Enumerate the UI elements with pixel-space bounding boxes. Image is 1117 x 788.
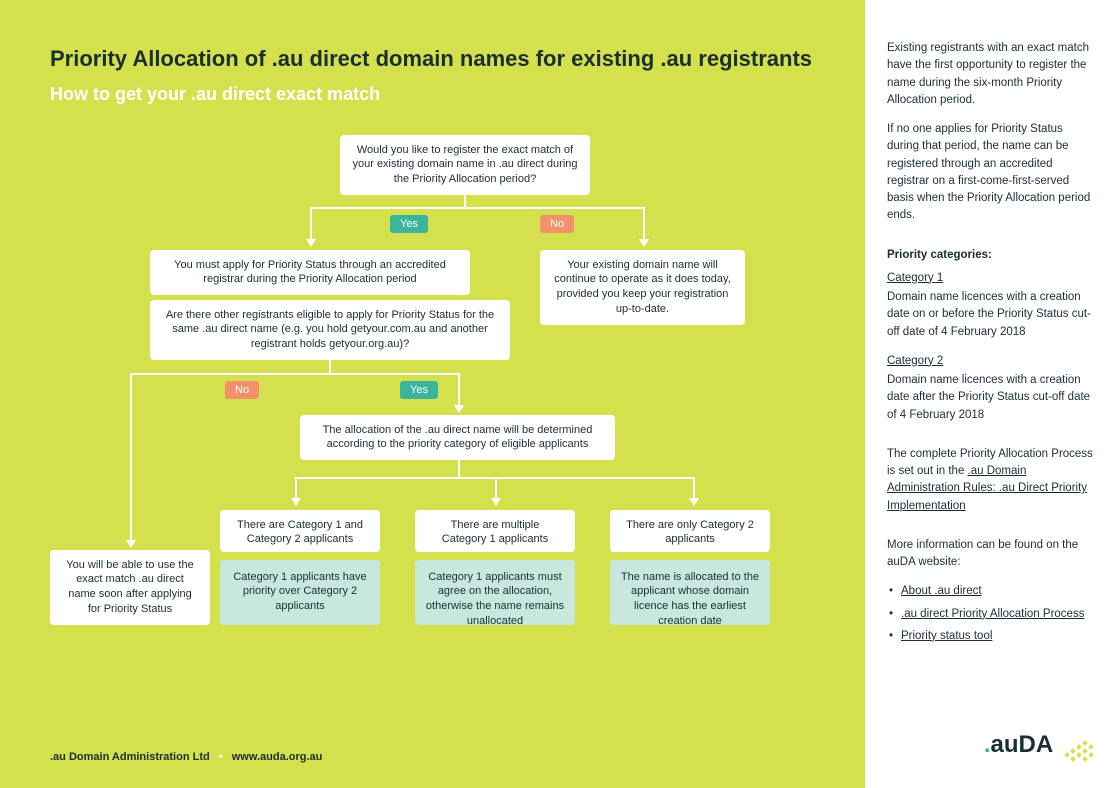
node-col3-head: There are only Category 2 applicants	[610, 510, 770, 552]
connector	[458, 373, 460, 408]
node-q2: Are there other registrants eligible to …	[150, 300, 510, 361]
node-col2-head: There are multiple Category 1 applicants	[415, 510, 575, 552]
arrow-icon	[126, 540, 136, 548]
side-panel: Existing registrants with an exact match…	[865, 0, 1117, 788]
sidebar-rules: The complete Priority Allocation Process…	[887, 446, 1095, 515]
flowchart: Would you like to register the exact mat…	[50, 135, 820, 675]
node-apply: You must apply for Priority Status throu…	[150, 250, 470, 296]
page-subtitle: How to get your .au direct exact match	[50, 84, 815, 105]
arrow-icon	[454, 405, 464, 413]
sidebar-link-1[interactable]: .au direct Priority Allocation Process	[901, 608, 1084, 620]
node-out-no2: You will be able to use the exact match …	[50, 550, 210, 625]
node-col1-head: There are Category 1 and Category 2 appl…	[220, 510, 380, 552]
sidebar-links-list: About .au direct .au direct Priority All…	[887, 583, 1095, 645]
page-title: Priority Allocation of .au direct domain…	[50, 45, 815, 74]
sidebar-link-2[interactable]: Priority status tool	[901, 630, 992, 642]
sidebar-more-info: More information can be found on the auD…	[887, 537, 1095, 572]
node-col2-result: Category 1 applicants must agree on the …	[415, 560, 575, 625]
sidebar-link-0[interactable]: About .au direct	[901, 585, 982, 597]
connector	[310, 207, 645, 209]
sidebar-p2: If no one applies for Priority Status du…	[887, 121, 1095, 225]
footer: .au Domain Administration Ltd • www.auda…	[50, 751, 322, 763]
sidebar-link-item: .au direct Priority Allocation Process	[887, 606, 1095, 623]
connector	[464, 187, 466, 207]
cat2-text: Domain name licences with a creation dat…	[887, 374, 1090, 421]
cat1-text: Domain name licences with a creation dat…	[887, 291, 1091, 338]
tag-no-2: No	[225, 381, 259, 399]
arrow-icon	[689, 498, 699, 506]
arrow-icon	[491, 498, 501, 506]
connector	[130, 373, 132, 543]
node-col3-result: The name is allocated to the applicant w…	[610, 560, 770, 625]
sidebar-cat1: Category 1 Domain name licences with a c…	[887, 270, 1095, 341]
arrow-icon	[639, 239, 649, 247]
tag-no-1: No	[540, 215, 574, 233]
sidebar-p1: Existing registrants with an exact match…	[887, 40, 1095, 109]
logo-dots-icon	[1061, 739, 1095, 763]
footer-separator: •	[219, 751, 223, 763]
footer-url: www.auda.org.au	[232, 751, 323, 763]
logo-dot: .	[984, 731, 991, 758]
connector	[643, 207, 645, 242]
arrow-icon	[306, 239, 316, 247]
connector	[130, 373, 460, 375]
auda-logo: .auDA	[984, 727, 1095, 763]
cat1-label: Category 1	[887, 270, 1095, 287]
connector	[329, 353, 331, 373]
cat2-label: Category 2	[887, 353, 1095, 370]
arrow-icon	[291, 498, 301, 506]
node-col1-result: Category 1 applicants have priority over…	[220, 560, 380, 625]
connector	[310, 207, 312, 242]
footer-org: .au Domain Administration Ltd	[50, 751, 210, 763]
sidebar-cat2: Category 2 Domain name licences with a c…	[887, 353, 1095, 424]
logo-text: auDA	[991, 731, 1053, 758]
tag-yes-2: Yes	[400, 381, 438, 399]
sidebar-link-item: Priority status tool	[887, 628, 1095, 645]
connector	[458, 455, 460, 477]
node-no-action: Your existing domain name will continue …	[540, 250, 745, 325]
sidebar-heading-priority-categories: Priority categories:	[887, 247, 1095, 264]
main-panel: Priority Allocation of .au direct domain…	[0, 0, 865, 788]
node-alloc: The allocation of the .au direct name wi…	[300, 415, 615, 461]
tag-yes-1: Yes	[390, 215, 428, 233]
sidebar-link-item: About .au direct	[887, 583, 1095, 600]
